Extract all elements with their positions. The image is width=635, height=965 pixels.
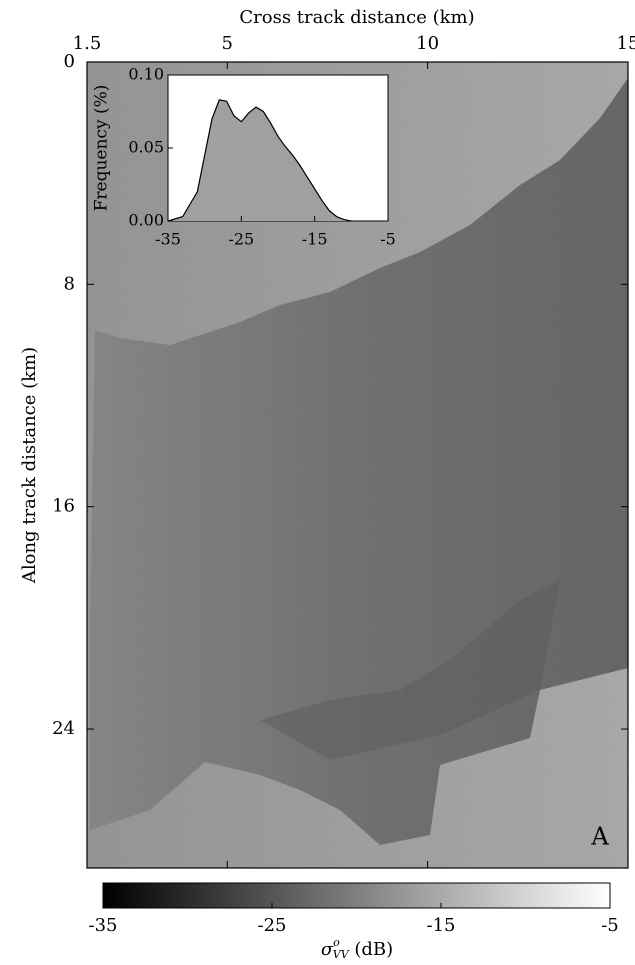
- colorbar-tick-label: -5: [601, 915, 619, 936]
- x-axis-label: Cross track distance (km): [239, 7, 474, 28]
- histogram-line: [167, 99, 352, 222]
- inset-y-tick-label: 0.00: [128, 211, 164, 230]
- plot-frame: [86, 61, 629, 869]
- colorbar-unit: (dB): [349, 939, 394, 960]
- x-tick-label: 10: [416, 33, 439, 54]
- colorbar-label: σo VV (dB): [321, 936, 393, 961]
- y-tick-label: 0: [64, 51, 75, 72]
- x-tick-label: 5: [222, 33, 233, 54]
- y-axis-label: Along track distance (km): [19, 347, 40, 584]
- inset-x-tick-label: -5: [380, 230, 396, 249]
- inset-x-tick-label: -35: [155, 230, 181, 249]
- x-tick-label: 1.5: [73, 33, 102, 54]
- histogram-fill: [168, 99, 352, 221]
- colorbar-tick-label: -25: [258, 915, 287, 936]
- inset-x-tick-label: -15: [302, 230, 328, 249]
- colorbar-tick-label: -35: [89, 915, 118, 936]
- colorbar-symbol: σ: [321, 939, 334, 960]
- colorbar-sub: VV: [333, 948, 350, 961]
- panel-letter: A: [590, 823, 609, 851]
- colorbar-tick-label: -15: [427, 915, 456, 936]
- x-tick-label: 15: [617, 33, 635, 54]
- inset-y-label: Frequency (%): [92, 85, 112, 212]
- inset-x-tick-label: -25: [228, 230, 254, 249]
- inset-y-tick-label: 0.05: [128, 138, 164, 157]
- y-tick-label: 16: [52, 496, 75, 517]
- y-tick-label: 8: [64, 273, 75, 294]
- colorbar-sup: o: [333, 936, 340, 949]
- y-tick-label: 24: [52, 718, 75, 739]
- colorbar: [102, 882, 611, 909]
- inset-y-tick-label: 0.10: [128, 65, 164, 84]
